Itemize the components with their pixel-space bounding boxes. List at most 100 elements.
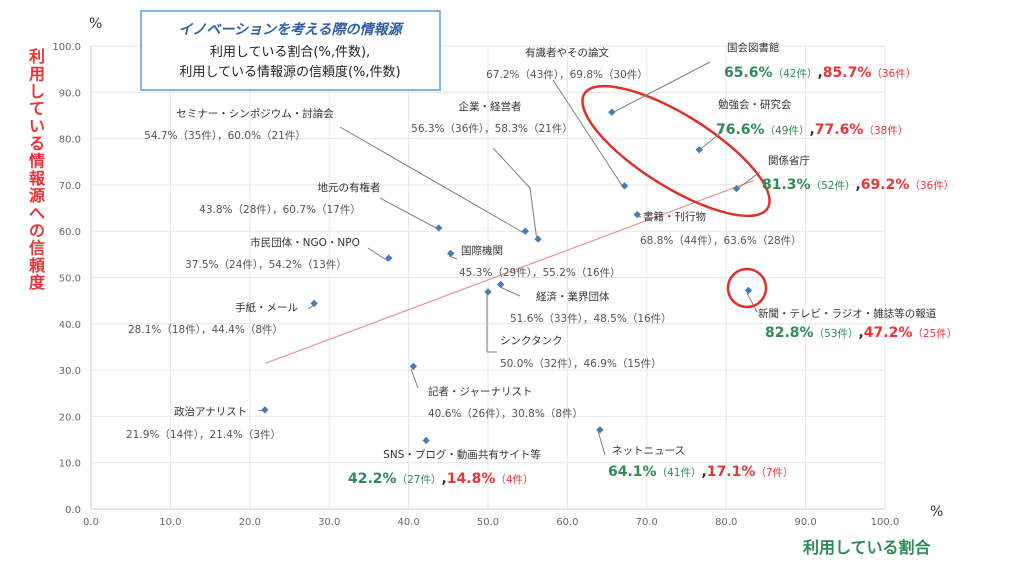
leader-line	[746, 292, 758, 313]
point-name-label: 市民団体・NGO・NPO	[250, 236, 360, 249]
value-label-part: 77.6%	[815, 122, 864, 138]
data-point	[435, 224, 443, 232]
point-value-label: 50.0%（32件），46.9%（15件）	[500, 358, 662, 370]
point-name-label: 記者・ジャーナリスト	[428, 385, 532, 398]
data-point	[608, 108, 616, 116]
value-label-part: （53件）	[814, 328, 859, 340]
point-value-label: 54.7%（35件），60.0%（21件）	[144, 130, 306, 142]
point-name-label: 国際機関	[461, 244, 503, 257]
title-box-frame	[140, 10, 441, 91]
point-value-label: 42.2%（27件）,14.8%（4件）	[348, 471, 534, 487]
leader-line	[735, 171, 761, 191]
x-unit-label: %	[930, 504, 943, 520]
y-axis-title-char: 信	[29, 238, 45, 257]
y-axis-title-char: 頼	[29, 256, 46, 275]
value-label-part: ,	[858, 325, 863, 341]
x-tick-label: 60.0	[556, 517, 578, 528]
grid	[91, 45, 886, 509]
leader-line	[379, 197, 439, 230]
value-label-part: 82.8%	[765, 325, 814, 341]
y-axis-title-char: 報	[29, 169, 46, 188]
point-value-label: 43.8%（28件），60.7%（17件）	[199, 204, 361, 216]
value-label-part: ,	[809, 122, 814, 138]
value-label-part: 64.1%	[608, 464, 657, 480]
y-axis-title-char: 用	[29, 64, 45, 83]
x-tick-label: 0.0	[83, 517, 99, 528]
leader-lines	[257, 61, 761, 456]
data-point	[633, 210, 641, 219]
point-name-label: 手紙・メール	[235, 301, 298, 314]
value-label-part: 65.6%	[724, 65, 773, 81]
y-tick-label: 20.0	[59, 412, 81, 423]
point-value-label: 76.6%（49件）,77.6%（38件）	[716, 122, 908, 138]
y-axis-title-char: 情	[29, 151, 45, 170]
data-points	[261, 108, 753, 445]
chart-subtitle-line-1: 利用している割合(%,件数),	[210, 44, 370, 60]
data-point	[620, 182, 629, 190]
y-axis-title-char: 度	[29, 273, 46, 292]
point-name-label: 国会図書館	[727, 41, 780, 54]
chart-title-box: イノベーションを考える際の情報源 利用している割合(%,件数), 利用している情…	[140, 10, 441, 91]
point-name-label: 有識者やその論文	[525, 46, 609, 59]
highlight-circles	[581, 84, 771, 309]
leader-line	[609, 61, 711, 115]
point-name-label: 書籍・刊行物	[643, 210, 706, 223]
value-label-part: 76.6%	[716, 122, 765, 138]
value-label-part: （42件）	[773, 68, 818, 80]
data-point	[484, 288, 492, 296]
point-value-label: 68.8%（44件），63.6%（28件）	[640, 235, 802, 247]
point-name-label: ネットニュース	[612, 445, 685, 457]
x-tick-label: 10.0	[159, 517, 181, 528]
data-point	[447, 249, 455, 258]
y-axis-title-char: る	[29, 134, 45, 153]
x-tick-label: 50.0	[477, 517, 499, 528]
y-tick-label: 50.0	[59, 274, 81, 285]
y-tick-label: 70.0	[59, 181, 81, 192]
point-value-label: 64.1%（41件）,17.1%（7件）	[608, 464, 794, 480]
point-value-label: 56.3%（36件），58.3%（21件）	[411, 123, 573, 135]
data-point	[385, 254, 393, 262]
value-label-part: （36件）	[871, 68, 916, 80]
point-name-label: 地元の有権者	[318, 181, 381, 194]
x-tick-label: 100.0	[871, 517, 900, 528]
point-value-label: 21.9%（14件），21.4%（3件）	[126, 429, 281, 441]
y-tick-label: 100.0	[52, 42, 81, 53]
highlight-circle	[726, 267, 768, 309]
point-name-label: 政治アナリスト	[174, 405, 247, 418]
value-label-part: ,	[701, 464, 706, 480]
leader-line	[339, 126, 525, 234]
data-point	[596, 426, 604, 434]
x-tick-label: 80.0	[715, 517, 737, 528]
value-label-part: （27件）	[397, 474, 442, 486]
y-unit-label: %	[89, 16, 102, 32]
leader-line	[492, 147, 538, 242]
data-point	[732, 184, 741, 193]
data-point	[534, 235, 542, 243]
point-name-label: シンクタンク	[500, 335, 563, 347]
data-point	[521, 227, 529, 235]
value-label-part: （38件）	[863, 125, 908, 137]
axes: 0.0 10.0 20.0 30.0 40.0 50.0 60.0 70.0 80.0 90.0 1…	[52, 42, 899, 528]
leader-line	[697, 130, 724, 152]
y-axis-title-char: へ	[29, 204, 45, 223]
y-tick-label: 90.0	[59, 88, 81, 99]
value-label-part: （41件）	[657, 467, 702, 479]
x-tick-label: 30.0	[318, 517, 340, 528]
y-tick-label: 80.0	[59, 135, 81, 146]
y-axis-title-char: し	[29, 82, 45, 101]
y-tick-label: 10.0	[59, 459, 81, 470]
value-label-part: （52件）	[811, 180, 856, 192]
y-tick-label: 40.0	[59, 320, 81, 331]
trendline-layer	[265, 179, 755, 364]
data-point	[497, 280, 505, 289]
y-axis-title-char: 利	[29, 47, 45, 66]
point-name-label: セミナー・シンポジウム・討論会	[176, 107, 334, 120]
value-label-part: 17.1%	[707, 464, 756, 480]
value-label-part: （49件）	[765, 125, 810, 137]
y-axis-title-char: い	[29, 117, 45, 136]
value-label-part: 81.3%	[762, 177, 811, 193]
y-axis-title-char: て	[29, 99, 45, 118]
point-value-label: 81.3%（52件）,69.2%（36件）	[762, 177, 954, 193]
value-label-part: （4件）	[495, 474, 533, 486]
leader-line	[597, 430, 606, 456]
